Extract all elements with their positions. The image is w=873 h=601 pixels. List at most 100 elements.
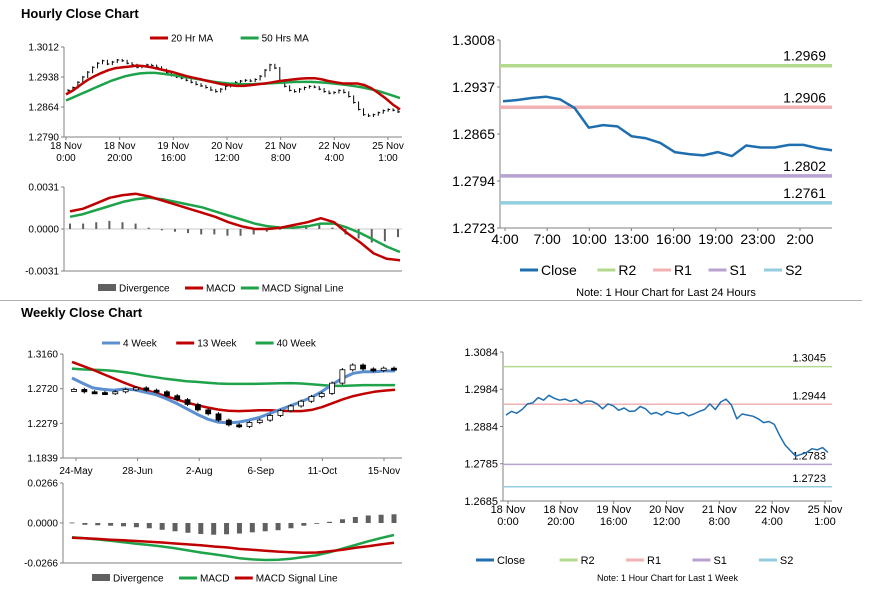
hourly-levels-xtick-label: 13:00	[614, 231, 649, 247]
hourly-levels-legend-label: R2	[618, 262, 636, 278]
hourly-price-xtick-label-date: 19 Nov	[157, 141, 189, 152]
hourly-macd-legend-label: Divergence	[119, 284, 170, 295]
hourly-macd-ytick-label: -0.0031	[25, 267, 59, 278]
hourly-levels-xtick-label: 7:00	[534, 231, 561, 247]
hourly-divergence-bar	[370, 229, 373, 243]
hourly-price-xtick-label-time: 0:00	[56, 153, 76, 164]
weekly-macd-legend-label: MACD Signal Line	[256, 574, 338, 585]
hourly-price-legend-label: 20 Hr MA	[171, 34, 214, 45]
hourly-price-xtick-label-date: 20 Nov	[211, 141, 243, 152]
hourly-divergence-bar	[239, 229, 242, 236]
weekly-divergence-bar	[236, 523, 242, 534]
hourly-divergence-bar	[318, 223, 321, 229]
weekly-price-ytick-label: 1.1839	[27, 454, 58, 465]
hourly-price-xtick-label-date: 22 Nov	[318, 141, 350, 152]
weekly-divergence-bar	[172, 523, 178, 532]
weekly-candle-body	[287, 405, 294, 412]
weekly-levels-level-label-s1: 1.2783	[792, 450, 826, 462]
weekly-divergence-bar	[198, 523, 204, 534]
weekly-divergence-bar	[108, 523, 114, 526]
weekly-candle-body	[246, 422, 253, 427]
hourly-price-xtick-label-time: 8:00	[271, 153, 291, 164]
hourly-section-title: Hourly Close Chart	[21, 6, 139, 21]
weekly-divergence-bar	[133, 523, 139, 528]
hourly-levels-level-label-r2: 1.2969	[783, 48, 826, 64]
weekly-divergence-bar	[224, 523, 230, 535]
hourly-levels-xtick-label: 2:00	[786, 231, 813, 247]
hourly-macd-line	[69, 192, 401, 262]
hourly-price-ytick-label: 1.2790	[28, 133, 59, 144]
weekly-price-legend-label: 13 Week	[197, 339, 237, 350]
weekly-candle-body	[205, 409, 212, 415]
hourly-divergence-bar	[173, 229, 176, 232]
weekly-divergence-bar	[314, 523, 320, 524]
weekly-levels-xtick-label-time: 8:00	[709, 516, 730, 528]
weekly-divergence-bar	[339, 519, 345, 523]
weekly-levels-xtick-label-time: 16:00	[600, 516, 628, 528]
weekly-macd-legend-label: MACD	[200, 574, 229, 585]
hourly-levels-level-label-s2: 1.2761	[783, 185, 826, 201]
weekly-levels-xtick-label-time: 1:00	[814, 516, 835, 528]
weekly-candle-body	[329, 382, 335, 394]
weekly-levels-ytick-label: 1.2884	[464, 421, 498, 433]
hourly-ma20-line	[65, 64, 401, 111]
weekly-divergence-bar	[211, 523, 217, 535]
hourly-levels-ytick-label: 1.3008	[452, 32, 495, 48]
hourly-price-xtick-label-date: 21 Nov	[265, 141, 297, 152]
hourly-divergence-bar	[383, 229, 386, 242]
hourly-divergence-bar	[69, 223, 71, 229]
weekly-levels-xtick-label-time: 0:00	[497, 516, 518, 528]
weekly-price-ytick-label: 1.2720	[27, 384, 58, 395]
weekly-candle-body	[298, 400, 304, 407]
weekly-candle-body	[318, 392, 325, 397]
weekly-levels-xtick-label-date: 18 Nov	[543, 504, 578, 516]
hourly-price-xtick-label-time: 4:00	[325, 153, 345, 164]
hourly-price-legend-label: 50 Hrs MA	[262, 34, 310, 45]
weekly-levels-xtick-label-date: 22 Nov	[755, 504, 790, 516]
weekly-levels-ytick-label: 1.2785	[464, 459, 498, 471]
hourly-macd-legend-label: MACD Signal Line	[262, 284, 344, 295]
hourly-divergence-bar	[134, 223, 137, 229]
weekly-price-xtick-label: 15-Nov	[368, 466, 400, 477]
weekly-levels-ytick-label: 1.3084	[464, 347, 498, 359]
hourly-levels-level-label-s1: 1.2802	[783, 158, 826, 174]
hourly-price-ytick-label: 1.2938	[28, 73, 59, 84]
weekly-divergence-bar	[352, 516, 358, 523]
weekly-candle-body	[256, 419, 263, 423]
weekly-levels-level-label-r1: 1.2944	[792, 390, 826, 402]
hourly-divergence-bar	[82, 223, 85, 229]
weekly-candle-body	[174, 395, 181, 401]
weekly-macd-ytick-label: 0.0266	[27, 479, 58, 490]
hourly-levels-xtick-label: 10:00	[572, 231, 607, 247]
weekly-price-xtick-label: 24-May	[59, 466, 92, 477]
weekly-candle-body	[277, 410, 284, 416]
hourly-macd-ytick-label: 0.0031	[28, 183, 59, 194]
weekly-candle-body	[391, 367, 397, 371]
hourly-divergence-bar	[397, 229, 399, 238]
weekly-candle-body	[122, 389, 129, 393]
hourly-levels-legend-label: S1	[730, 262, 747, 278]
weekly-section-title: Weekly Close Chart	[21, 305, 143, 320]
hourly-divergence-bar	[213, 229, 216, 235]
weekly-divergence-bar	[391, 514, 397, 523]
weekly-divergence-bar	[69, 522, 75, 524]
weekly-divergence-bar	[185, 523, 191, 533]
weekly-levels-level-label-s2: 1.2723	[792, 473, 826, 485]
weekly-candle-body	[112, 391, 119, 395]
weekly-divergence-bar	[327, 521, 333, 523]
hourly-divergence-bar	[95, 222, 98, 229]
weekly-candle-body	[91, 391, 98, 395]
weekly-signal-line	[71, 536, 395, 555]
weekly-levels-xtick-label-date: 19 Nov	[596, 504, 631, 516]
hourly-price-xtick-label-time: 16:00	[161, 153, 186, 164]
hourly-divergence-bar	[187, 229, 190, 234]
weekly-levels-close-line	[505, 394, 829, 457]
hourly-levels-legend-label: Close	[541, 262, 577, 278]
weekly-levels-xtick-label-time: 12:00	[653, 516, 681, 528]
hourly-divergence-bar	[357, 229, 360, 239]
weekly-candle-body	[339, 369, 346, 384]
hourly-levels-xtick-label: 23:00	[740, 231, 775, 247]
hourly-levels-close-line	[502, 95, 833, 158]
